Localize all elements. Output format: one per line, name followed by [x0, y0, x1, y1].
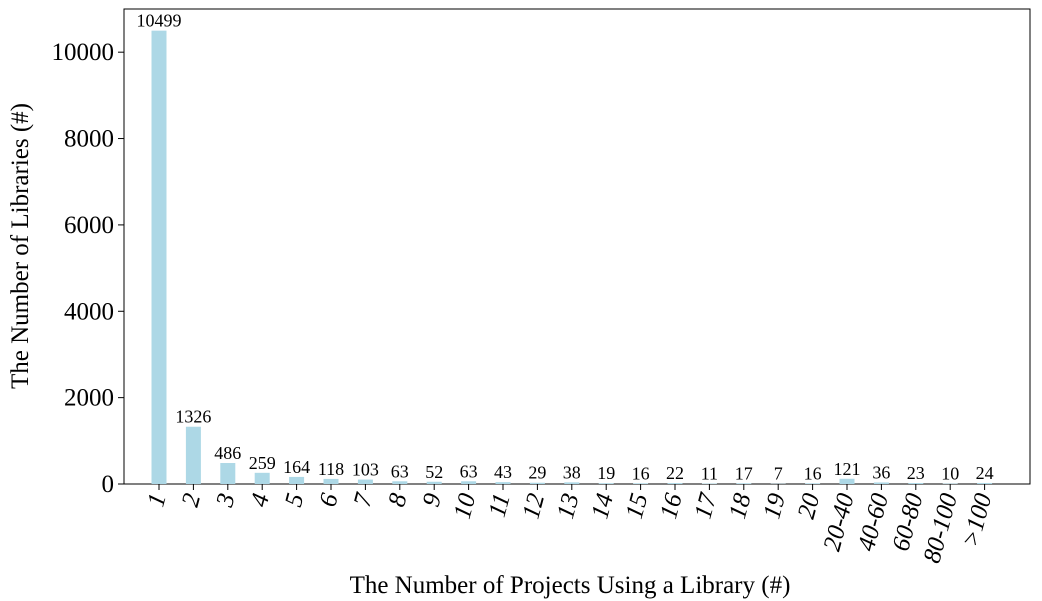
y-tick-label: 0	[102, 471, 115, 498]
bar-value-label: 10499	[137, 11, 182, 31]
bar-value-label: 17	[735, 463, 753, 483]
x-tick-label: >100	[957, 490, 997, 550]
x-tick-label: 5	[280, 491, 309, 510]
y-tick-label: 6000	[64, 212, 114, 239]
bar	[598, 483, 614, 484]
x-tick-label: 7	[349, 489, 379, 510]
bar	[426, 481, 442, 484]
x-axis-title: The Number of Projects Using a Library (…	[350, 572, 791, 599]
bar	[908, 483, 924, 484]
y-tick-label: 8000	[64, 126, 114, 153]
bar-value-label: 16	[804, 463, 822, 483]
bar	[254, 472, 270, 484]
bar	[839, 478, 855, 484]
bar-value-label: 10	[941, 464, 959, 484]
x-tick-label: 1	[142, 491, 171, 510]
x-tick-label: 2	[177, 491, 206, 510]
bar-value-label: 118	[318, 459, 344, 479]
bar	[805, 483, 821, 484]
x-tick-label: 16	[655, 490, 688, 522]
y-axis: 0 2000 4000 6000 8000 10000	[52, 39, 124, 498]
bar-value-label: 63	[391, 461, 409, 481]
bar-value-label: 259	[249, 453, 276, 473]
bar	[633, 483, 649, 484]
bar	[392, 481, 408, 484]
x-tick-label: 10	[449, 490, 482, 522]
bar	[495, 482, 511, 484]
bar	[151, 30, 167, 484]
x-tick-label: 15	[621, 491, 654, 522]
bar	[736, 483, 752, 484]
x-tick-label: 9	[418, 490, 447, 510]
x-tick-label: 13	[552, 491, 585, 522]
bar	[667, 483, 683, 484]
bar	[529, 482, 545, 484]
bar-value-label: 164	[283, 457, 310, 477]
bar	[461, 481, 477, 484]
bar-value-label: 52	[425, 462, 443, 482]
bar-value-label: 103	[352, 460, 379, 480]
y-tick-label: 4000	[64, 298, 114, 325]
bar-value-label: 23	[907, 463, 925, 483]
x-tick-label: 12	[518, 491, 551, 522]
bar	[564, 482, 580, 484]
bar-value-label: 11	[701, 464, 718, 484]
bar-value-label: 16	[632, 463, 650, 483]
x-tick-label: 19	[758, 490, 791, 522]
bars-group	[151, 30, 993, 484]
x-tick-label: 3	[211, 491, 241, 511]
bar-value-label: 43	[494, 462, 512, 482]
x-tick-label: 20	[793, 490, 826, 522]
bar-value-label: 7	[774, 464, 783, 484]
bar	[873, 482, 889, 484]
bar-value-label: 38	[563, 462, 581, 482]
bar	[323, 478, 339, 484]
bar-value-label: 486	[214, 443, 241, 463]
plot-frame	[123, 8, 1031, 485]
x-tick-label: 18	[724, 490, 757, 522]
x-tick-label: 8	[383, 490, 412, 510]
y-axis-title: The Number of Libraries (#)	[7, 103, 34, 389]
x-tick-label: 4	[246, 491, 275, 510]
bar-value-label: 1326	[175, 407, 211, 427]
y-tick-label: 10000	[52, 39, 115, 66]
bar-value-label: 24	[976, 463, 994, 483]
bar-value-label: 63	[460, 461, 478, 481]
bar	[977, 482, 993, 484]
bar-value-label: 29	[528, 463, 546, 483]
bar	[220, 463, 236, 484]
bar-value-label: 22	[666, 463, 684, 483]
x-axis: 1 2 3 4 5 6 7 8 9 10 11 12 13 14 15 16 17 18 19 2020-4040-6…	[142, 484, 998, 566]
bar	[185, 426, 201, 484]
x-tick-label: 14	[586, 491, 619, 522]
bar	[289, 476, 305, 484]
bar-value-label: 36	[872, 462, 890, 482]
x-tick-label: 17	[690, 489, 723, 522]
bar	[357, 479, 373, 484]
x-tick-label: 6	[314, 490, 343, 510]
y-tick-label: 2000	[64, 385, 114, 412]
x-tick-label: 11	[484, 491, 516, 520]
bar-value-label: 121	[834, 459, 861, 479]
bar-value-label: 19	[597, 463, 615, 483]
